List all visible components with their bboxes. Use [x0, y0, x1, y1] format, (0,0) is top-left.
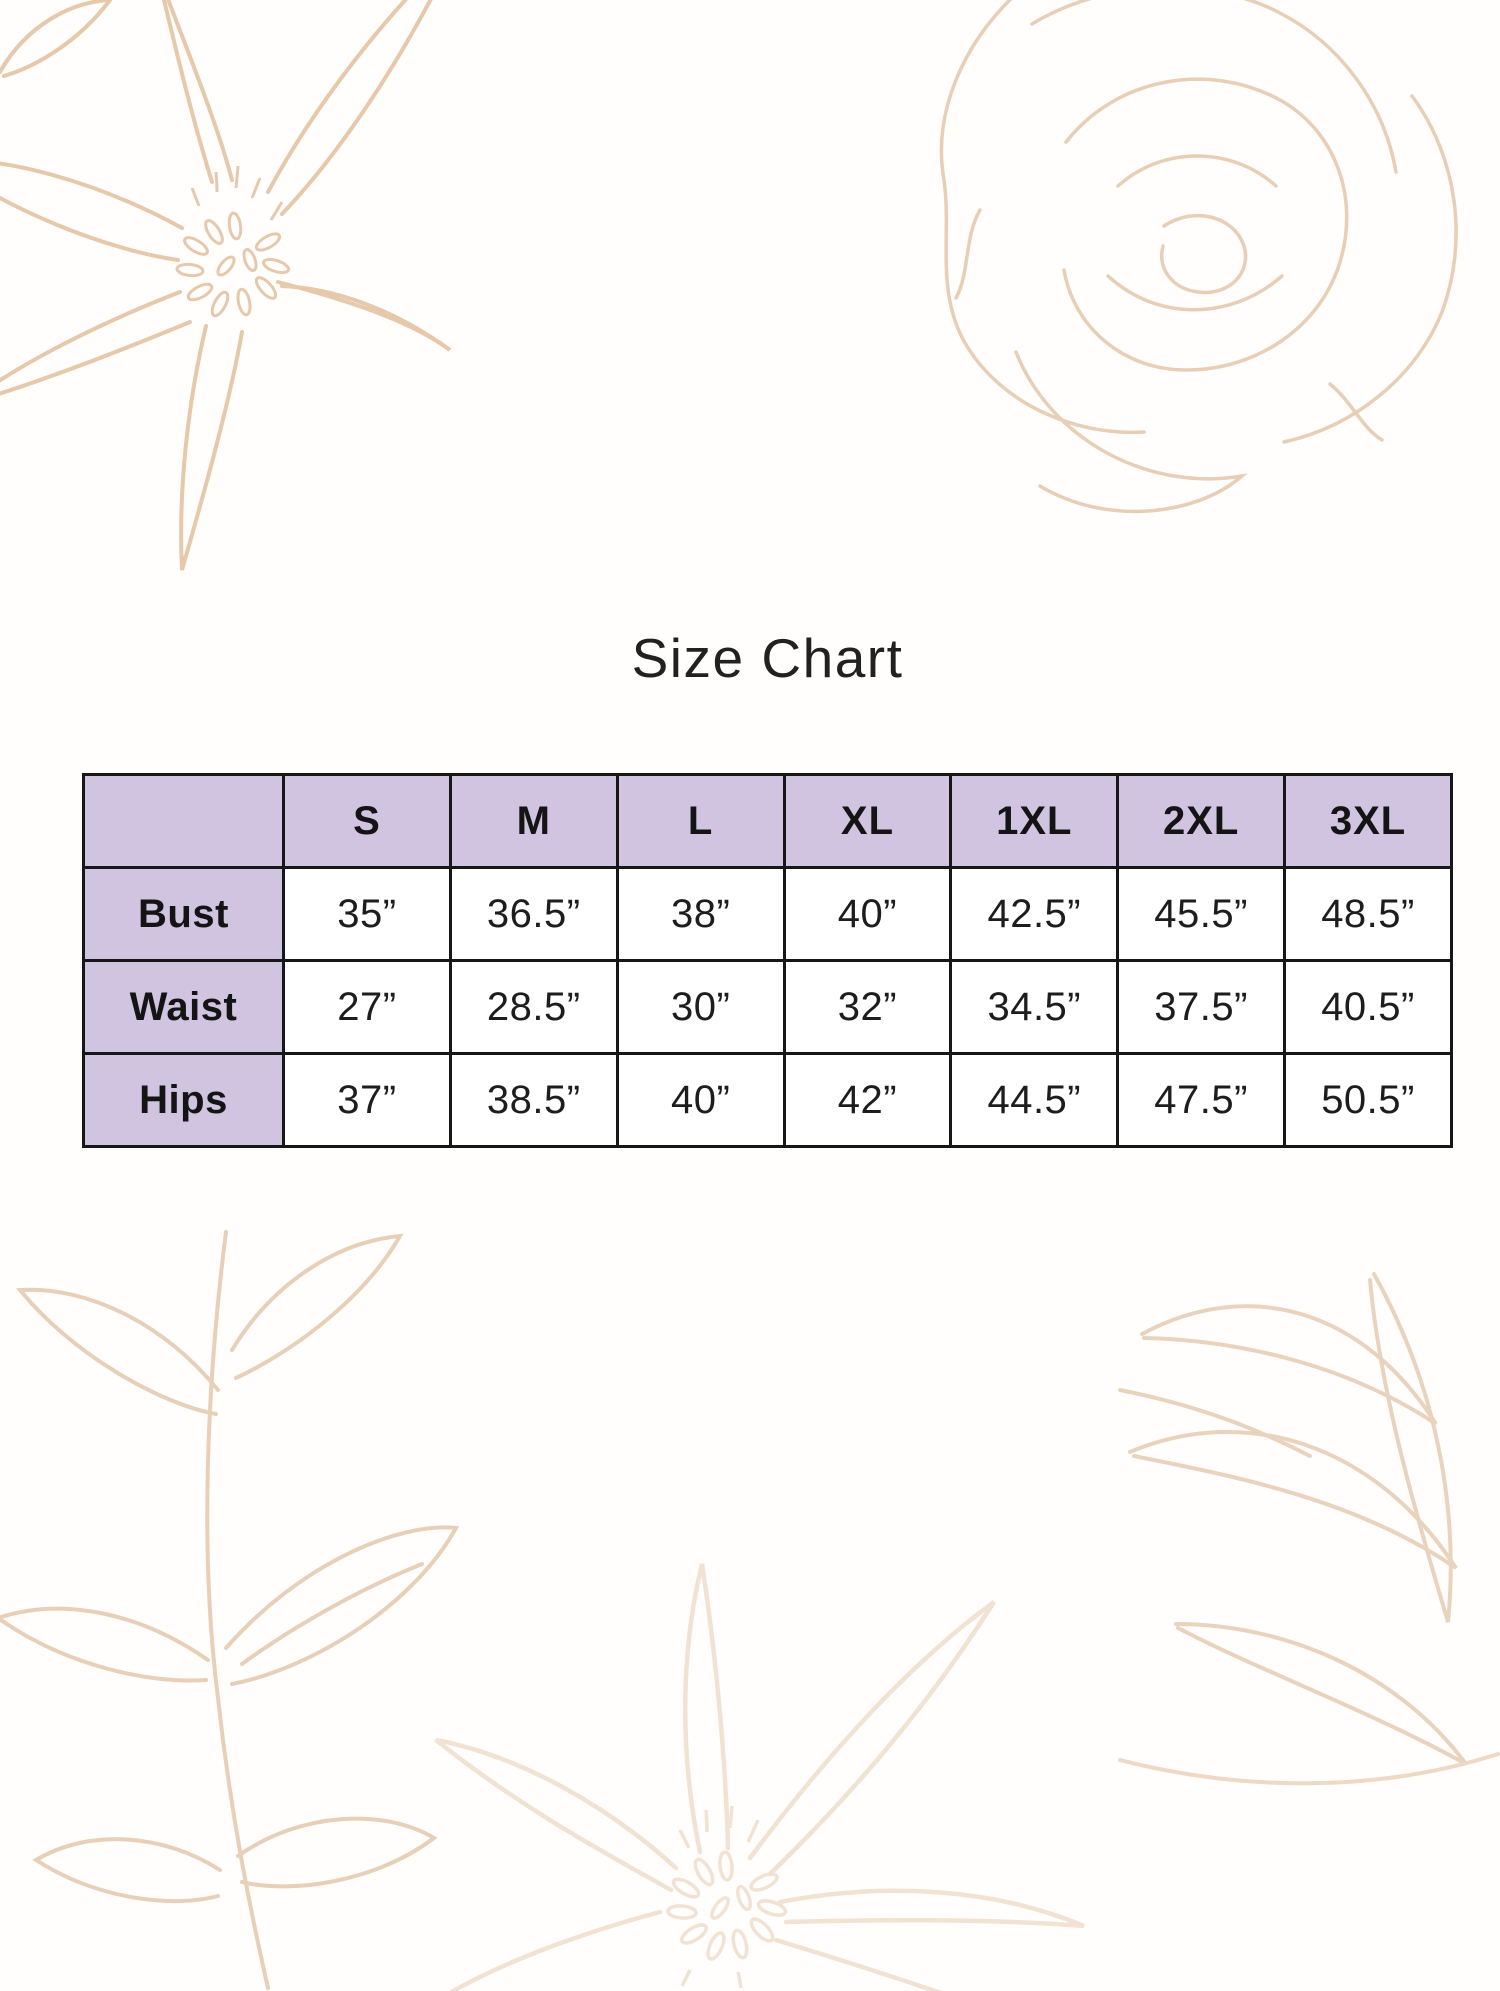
- value-cell: 50.5”: [1283, 1052, 1453, 1148]
- value-cell: 35”: [282, 866, 452, 962]
- value-cell: 47.5”: [1116, 1052, 1287, 1148]
- value-cell: 34.5”: [949, 959, 1120, 1055]
- value-cell: 44.5”: [949, 1052, 1120, 1148]
- row-label-waist: Waist: [82, 959, 285, 1055]
- corner-cell: [82, 773, 285, 869]
- value-cell: 40.5”: [1283, 959, 1453, 1055]
- value-cell: 48.5”: [1283, 866, 1453, 962]
- value-cell: 38.5”: [448, 1052, 619, 1148]
- peony-top-right-illustration: [939, 0, 1458, 514]
- faded-flower-stamens: [666, 1805, 788, 1989]
- value-cell: 42”: [782, 1052, 953, 1148]
- value-cell: 27”: [282, 959, 452, 1055]
- value-cell: 40”: [782, 866, 953, 962]
- leaves-bottom-right-illustration: [1118, 1272, 1500, 1786]
- value-cell: 36.5”: [448, 866, 619, 962]
- col-header-1xl: 1XL: [949, 773, 1120, 869]
- flower-stamens: [175, 165, 290, 318]
- value-cell: 45.5”: [1116, 866, 1287, 962]
- flower-petals: [0, 0, 452, 571]
- col-header-xl: XL: [782, 773, 953, 869]
- slender-leaves: [1118, 1272, 1500, 1786]
- value-cell: 32”: [782, 959, 953, 1055]
- value-cell: 40”: [615, 1052, 786, 1148]
- flower-bottom-center-illustration: [434, 1563, 1085, 1991]
- header-row: S M L XL 1XL 2XL 3XL: [82, 773, 1453, 869]
- value-cell: 28.5”: [448, 959, 619, 1055]
- row-label-hips: Hips: [82, 1052, 285, 1148]
- table-row-waist: Waist 27” 28.5” 30” 32” 34.5” 37.5” 40.5…: [82, 959, 1453, 1055]
- col-header-s: S: [282, 773, 452, 869]
- col-header-2xl: 2XL: [1116, 773, 1287, 869]
- row-label-bust: Bust: [82, 866, 285, 962]
- col-header-l: L: [615, 773, 786, 869]
- value-cell: 30”: [615, 959, 786, 1055]
- size-table-header: S M L XL 1XL 2XL 3XL: [82, 773, 1453, 869]
- value-cell: 38”: [615, 866, 786, 962]
- size-table-body: Bust 35” 36.5” 38” 40” 42.5” 45.5” 48.5”…: [82, 866, 1453, 1148]
- page-title: Size Chart: [631, 627, 904, 689]
- flower-top-left-illustration: [0, 0, 452, 571]
- size-chart-table: S M L XL 1XL 2XL 3XL Bust 35” 36.5” 38” …: [82, 773, 1453, 1148]
- table-row-bust: Bust 35” 36.5” 38” 40” 42.5” 45.5” 48.5”: [82, 866, 1453, 962]
- table-row-hips: Hips 37” 38.5” 40” 42” 44.5” 47.5” 50.5”: [82, 1052, 1453, 1148]
- col-header-m: M: [448, 773, 619, 869]
- branch-leaves: [0, 1230, 460, 1990]
- value-cell: 42.5”: [949, 866, 1120, 962]
- col-header-3xl: 3XL: [1283, 773, 1453, 869]
- faded-flower-petals: [434, 1563, 1085, 1991]
- value-cell: 37”: [282, 1052, 452, 1148]
- value-cell: 37.5”: [1116, 959, 1287, 1055]
- leaf-branch-bottom-left-illustration: [0, 1230, 460, 1990]
- peony-petals: [939, 0, 1458, 514]
